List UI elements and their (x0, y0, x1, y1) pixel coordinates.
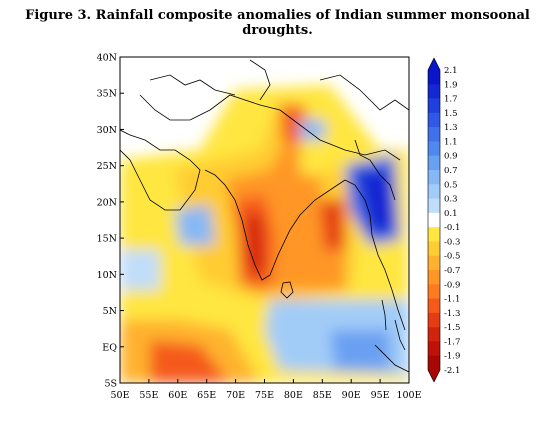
lon-tick-label: 55E (139, 390, 158, 401)
lat-tick-label: 30N (97, 125, 117, 136)
colorbar-outline (427, 57, 441, 383)
colorbar-swatch (428, 312, 440, 328)
lon-tick-label: 90E (342, 390, 361, 401)
colorbar-swatch (428, 284, 440, 299)
lon-tick-label: 65E (197, 390, 216, 401)
lon-tick-label: 85E (313, 390, 332, 401)
colorbar-swatch (428, 255, 440, 271)
lon-tick-label: 60E (168, 390, 187, 401)
colorbar-swatch (428, 327, 440, 342)
colorbar-swatch (428, 341, 440, 357)
lon-tick-label: 95E (371, 390, 390, 401)
colorbar-label: -0.3 (444, 237, 460, 247)
colorbar-bottom-arrow (428, 370, 440, 382)
colorbar-swatch (428, 184, 440, 199)
colorbar-label: 1.3 (444, 123, 458, 133)
latitude-axis: 40N 35N 30N 25N 20N 15N 10N 5N EQ 5S (97, 53, 124, 390)
colorbar-swatch (428, 298, 440, 314)
colorbar-swatch (428, 84, 440, 99)
colorbar-swatch (428, 98, 440, 114)
lon-tick-label: 70E (226, 390, 245, 401)
lon-tick-label: 75E (255, 390, 274, 401)
colorbar-label: 1.9 (444, 80, 458, 90)
lat-tick-label: 10N (97, 270, 117, 281)
colorbar-label: 0.9 (444, 152, 458, 162)
lat-tick-label: 25N (97, 161, 117, 172)
anomaly-field (120, 57, 409, 383)
colorbar-swatch (428, 112, 440, 128)
map-frame (119, 56, 410, 384)
colorbar-swatch (428, 170, 440, 185)
colorbar-label: 0.5 (444, 180, 458, 190)
colorbar-swatch (428, 127, 440, 142)
colorbar-label: 0.3 (444, 195, 458, 205)
colorbar-swatch (428, 270, 440, 285)
lat-tick-label: 20N (97, 197, 117, 208)
colorbar: 2.1 1.9 1.7 1.5 1.3 1.1 0.9 0.7 0.5 0.3 0.1 -0.1 -0.… (427, 57, 460, 383)
colorbar-swatch (428, 155, 440, 171)
colorbar-swatch (428, 212, 440, 228)
colorbar-swatch (428, 355, 440, 371)
coastline-borders (120, 59, 409, 373)
lat-tick-label: 40N (97, 53, 117, 64)
colorbar-label: -1.7 (444, 337, 460, 347)
lat-tick-label: EQ (102, 342, 117, 353)
colorbar-label: 0.1 (444, 209, 458, 219)
colorbar-swatch (428, 198, 440, 214)
colorbar-label: -1.1 (444, 295, 460, 305)
colorbar-label: -0.7 (444, 266, 460, 276)
colorbar-swatch (428, 227, 440, 242)
colorbar-label: 1.5 (444, 109, 458, 119)
colorbar-label: 0.7 (444, 166, 458, 176)
lat-tick-label: 5S (104, 379, 117, 390)
colorbar-label: 1.1 (444, 137, 458, 147)
lat-tick-label: 15N (97, 234, 117, 245)
lat-tick-label: 5N (103, 306, 117, 317)
colorbar-label: -1.5 (444, 323, 460, 333)
colorbar-label: -0.5 (444, 252, 460, 262)
lon-tick-label: 100E (396, 390, 421, 401)
colorbar-label: -1.9 (444, 352, 460, 362)
lon-tick-label: 80E (284, 390, 303, 401)
colorbar-label: -0.1 (444, 223, 460, 233)
colorbar-label: -2.1 (444, 366, 460, 376)
lat-tick-label: 35N (97, 89, 117, 100)
colorbar-label: 1.7 (444, 95, 458, 105)
lon-tick-label: 50E (110, 390, 129, 401)
colorbar-label: 2.1 (444, 66, 458, 76)
colorbar-label: -0.9 (444, 280, 460, 290)
longitude-axis: 50E 55E 60E 65E 70E 75E 80E 85E 90E 95E 100E (110, 379, 422, 401)
colorbar-label: -1.3 (444, 309, 460, 319)
colorbar-swatch (428, 241, 440, 257)
colorbar-top-arrow (428, 58, 440, 70)
figure-caption: Figure 3. Rainfall composite anomalies o… (25, 8, 530, 38)
colorbar-swatch (428, 70, 440, 85)
colorbar-swatch (428, 141, 440, 157)
